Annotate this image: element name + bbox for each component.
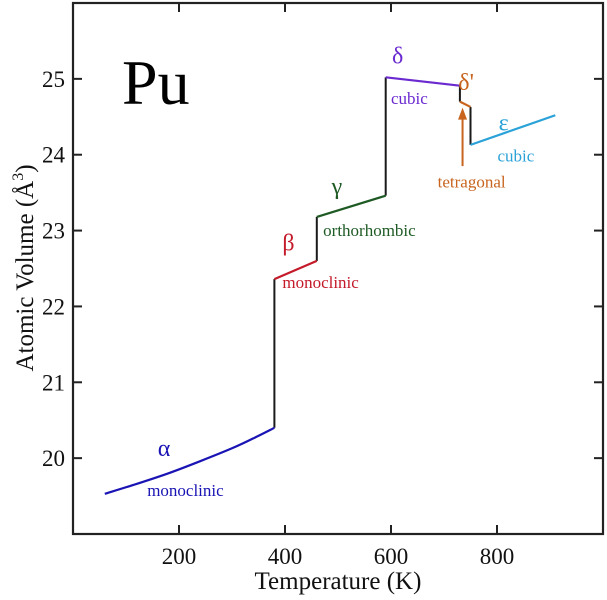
phase-symbol: ε <box>499 110 509 136</box>
structure-label: cubic <box>391 89 428 108</box>
series-line-4 <box>459 100 471 108</box>
series-line-2 <box>316 194 387 218</box>
series-line-1 <box>273 259 318 281</box>
structure-label: monoclinic <box>282 273 359 292</box>
annotations: α monoclinic β monoclinic γ orthorhombic δ cubi… <box>147 44 535 500</box>
y-tick-label: 21 <box>42 370 65 395</box>
structure-label: monoclinic <box>147 481 224 500</box>
chart-title: Pu <box>122 47 190 118</box>
series-lines <box>104 76 556 495</box>
phase-symbol: β <box>282 230 294 256</box>
y-tick-label: 22 <box>42 294 65 319</box>
y-axis-title-superscript: 3 <box>10 173 27 181</box>
x-axis-title: Temperature (K) <box>255 568 422 595</box>
x-tick-label: 200 <box>162 544 197 569</box>
plot-frame <box>71 1 605 536</box>
series-line-0 <box>104 426 275 495</box>
y-axis-ticks: 20 21 22 23 24 25 <box>42 67 603 471</box>
x-tick-label: 400 <box>268 544 303 569</box>
transition-lines <box>273 77 472 428</box>
phase-symbol: α <box>158 436 171 462</box>
phase-symbol: δ' <box>458 70 474 96</box>
y-axis-title-close: ) <box>12 164 39 172</box>
structure-label: tetragonal <box>438 172 506 191</box>
tetragonal-arrow <box>458 107 468 167</box>
y-tick-label: 23 <box>42 219 65 244</box>
y-tick-label: 20 <box>42 446 65 471</box>
arrow-head-icon <box>458 107 468 120</box>
y-axis-title: Atomic Volume (Å3) <box>10 164 39 371</box>
structure-label: cubic <box>498 147 535 166</box>
phase-symbol: δ <box>392 44 403 70</box>
series-line-3 <box>385 76 461 87</box>
x-tick-label: 600 <box>374 544 409 569</box>
y-tick-label: 25 <box>42 67 65 92</box>
x-tick-label: 800 <box>480 544 515 569</box>
series-line-5 <box>470 114 556 146</box>
y-tick-label: 24 <box>42 143 66 168</box>
x-axis-ticks: 200 400 600 800 <box>162 3 515 569</box>
y-axis-title-main: Atomic Volume (Å <box>12 181 39 372</box>
structure-label: orthorhombic <box>323 221 416 240</box>
phase-symbol: γ <box>331 174 343 200</box>
